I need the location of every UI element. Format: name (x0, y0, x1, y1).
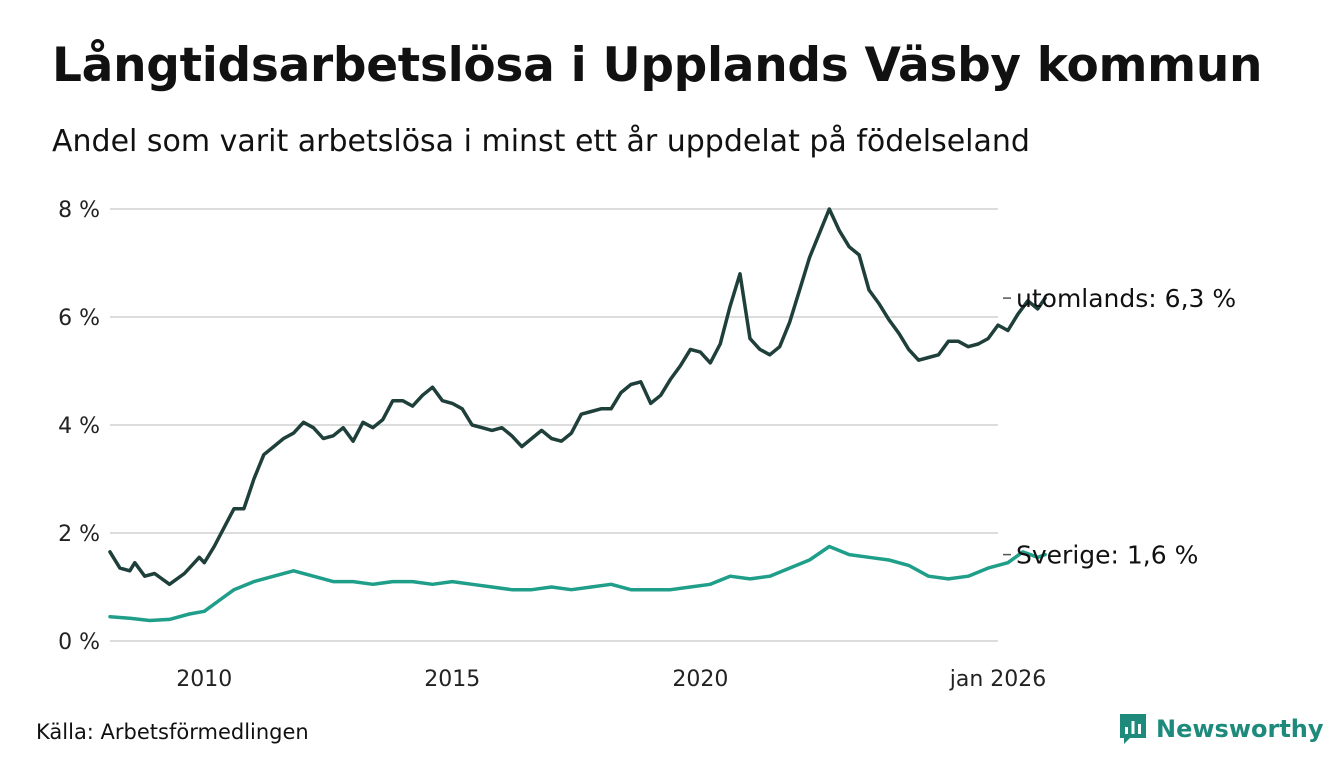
series-line-sverige (108, 544, 1047, 623)
chart-subtitle: Andel som varit arbetslösa i minst ett å… (52, 124, 1030, 159)
x-tick-label-1: 2015 (424, 667, 480, 692)
x-tick-label-2: 2020 (672, 667, 728, 692)
chart-title: Långtidsarbetslösa i Upplands Väsby komm… (52, 38, 1263, 93)
source-note: Källa: Arbetsförmedlingen (36, 720, 309, 744)
x-tick-label-3: jan 2026 (949, 667, 1047, 692)
y-tick-label-3: 6 % (58, 306, 100, 331)
y-tick-label-1: 2 % (58, 522, 100, 547)
y-tick-label-4: 8 % (58, 198, 100, 223)
y-tick-label-0: 0 % (58, 630, 100, 655)
x-tick-label-0: 2010 (176, 667, 232, 692)
series-line-utomlands (108, 207, 1047, 587)
series-label-sverige: Sverige: 1,6 % (1016, 541, 1198, 570)
newsworthy-logo-icon (1120, 714, 1146, 744)
series-label-utomlands: utomlands: 6,3 % (1016, 284, 1236, 313)
line-chart: 0 % 2 % 4 % 6 % 8 % 2010 2015 2020 jan 2026 utoml… (58, 198, 1236, 692)
brand-logo: Newsworthy (1118, 712, 1324, 746)
brand-name: Newsworthy (1156, 715, 1324, 743)
y-tick-label-2: 4 % (58, 414, 100, 439)
